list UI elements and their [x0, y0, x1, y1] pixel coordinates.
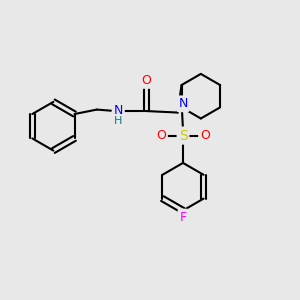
Text: S: S	[178, 129, 188, 142]
Text: O: O	[142, 74, 152, 87]
Text: O: O	[200, 129, 210, 142]
Text: F: F	[179, 211, 187, 224]
Text: N: N	[113, 104, 123, 117]
Text: H: H	[114, 116, 122, 127]
Text: O: O	[156, 129, 166, 142]
Text: N: N	[178, 97, 188, 110]
